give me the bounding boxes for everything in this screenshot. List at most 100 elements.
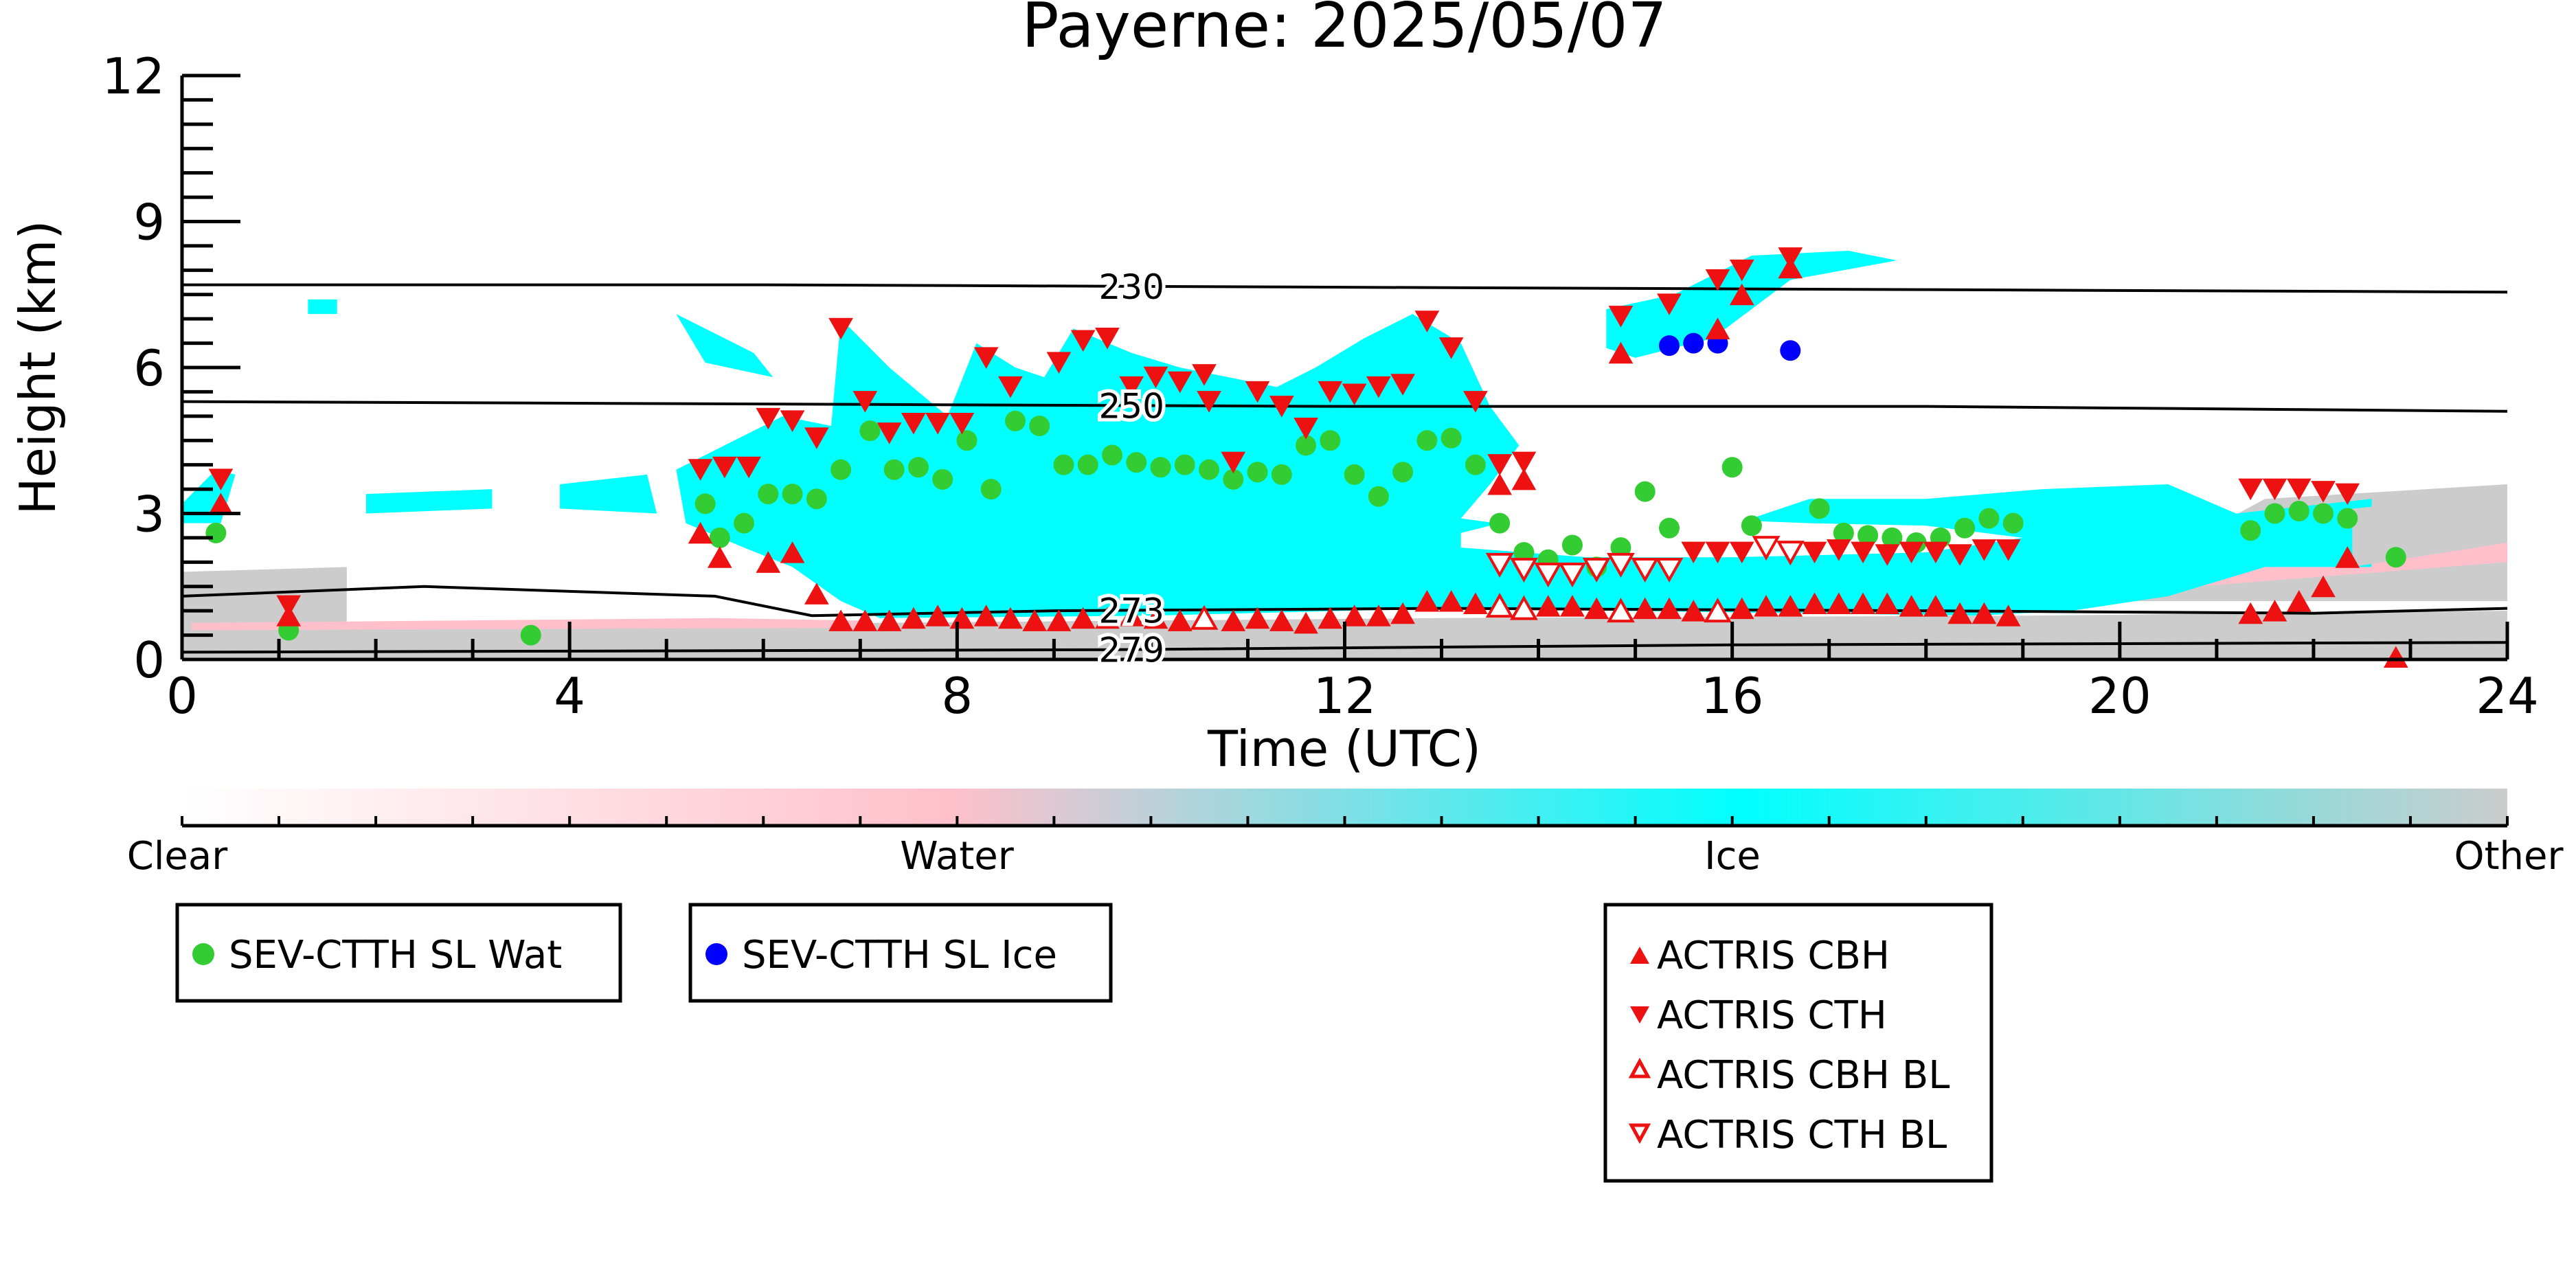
marker-actris-cth <box>1996 539 2021 561</box>
marker-actris-cth <box>1608 306 1634 328</box>
marker-actris-cth <box>2311 481 2336 503</box>
marker-actris-cbh <box>688 521 713 544</box>
marker-actris-cth <box>1681 541 1706 564</box>
marker-actris-cth <box>804 427 829 449</box>
marker-sev-ctth-sl-wat <box>2385 547 2406 568</box>
marker-actris-cbh <box>1095 607 1120 629</box>
legend-label-wat: SEV-CTTH SL Wat <box>229 933 562 978</box>
colorbar-ticks <box>181 816 2509 826</box>
marker-actris-cbh <box>925 605 950 626</box>
marker-actris-cbh <box>780 541 805 563</box>
marker-actris-cbh <box>1729 597 1754 620</box>
marker-actris-cbh <box>1560 595 1585 617</box>
marker-sev-ctth-sl-wat <box>1610 537 1631 558</box>
marker-actris-cbh <box>1826 592 1851 615</box>
marker-actris-cbh <box>1143 607 1168 629</box>
y-tick-label: 6 <box>133 339 165 397</box>
marker-actris-cth <box>973 347 999 369</box>
contour-line <box>182 400 2507 413</box>
marker-actris-cth <box>1366 376 1391 398</box>
marker-sev-ctth-sl-wat <box>1513 542 1535 563</box>
marker-sev-ctth-sl-wat <box>956 430 978 451</box>
marker-actris-cbh <box>707 546 732 568</box>
marker-actris-cth <box>1119 376 1144 398</box>
colorbar: Clear Water Ice Other <box>127 789 2564 879</box>
marker-actris-cbh-bl <box>1509 595 1538 620</box>
marker-actris-cbh <box>1729 283 1754 306</box>
marker-actris-cbh <box>1996 605 2021 626</box>
marker-sev-ctth-sl-wat <box>1857 525 1879 546</box>
marker-sev-ctth-sl-wat <box>2337 508 2358 529</box>
marker-sev-ctth-sl-wat <box>2313 503 2334 524</box>
marker-actris-cbh-bl <box>1704 598 1732 623</box>
marker-sev-ctth-sl-wat <box>1440 427 1462 449</box>
marker-actris-cth <box>1899 541 1924 564</box>
marker-actris-cth-bl <box>1655 557 1684 583</box>
marker-actris-cbh <box>828 609 853 631</box>
marker-actris-cth <box>1095 328 1120 350</box>
contour-label: 273 <box>1098 591 1164 631</box>
marker-sev-ctth-sl-wat <box>1561 534 1583 556</box>
marker-actris-cth <box>1438 337 1464 359</box>
marker-actris-cth <box>1947 544 1972 566</box>
contour-label: 250 <box>1098 386 1164 426</box>
x-tick-label: 0 <box>166 667 198 725</box>
y-axis-label: Height (km) <box>9 221 67 515</box>
marker-sev-ctth-sl-wat <box>1271 464 1292 485</box>
marker-actris-cbh <box>1487 473 1513 495</box>
marker-actris-cth <box>736 456 761 479</box>
marker-actris-cth <box>1221 451 1246 474</box>
marker-actris-cbh <box>1754 595 1778 617</box>
field-ice-patch <box>365 489 493 514</box>
marker-actris-cth <box>276 595 302 618</box>
x-tick-label: 20 <box>2088 667 2151 725</box>
marker-actris-cth <box>1167 371 1193 394</box>
marker-actris-cth <box>852 391 878 413</box>
x-tick-label: 16 <box>1701 667 1764 725</box>
marker-actris-cbh <box>1947 602 1972 624</box>
marker-actris-cth-bl <box>1558 563 1587 588</box>
marker-sev-ctth-sl-wat <box>1833 522 1854 543</box>
marker-actris-cth <box>1342 383 1367 405</box>
marker-actris-cbh <box>1221 609 1246 631</box>
legend-wat: SEV-CTTH SL Wat <box>175 903 622 1003</box>
marker-actris-cbh <box>973 605 999 626</box>
marker-actris-cbh <box>1632 597 1658 620</box>
marker-actris-cbh <box>1511 468 1537 490</box>
marker-actris-cbh <box>1657 597 1682 620</box>
marker-actris-cbh <box>1438 589 1464 612</box>
marker-actris-cth-bl <box>1607 552 1635 578</box>
marker-actris-cbh <box>1293 611 1318 634</box>
marker-actris-cth <box>1826 539 1851 561</box>
marker-actris-cbh <box>2383 646 2408 668</box>
marker-sev-ctth-sl-wat <box>1368 486 1389 507</box>
marker-actris-cth-bl <box>1752 536 1781 561</box>
marker-actris-cth <box>1923 541 1948 564</box>
marker-sev-ctth-sl-wat <box>1126 452 1147 473</box>
marker-sev-ctth-sl-wat <box>859 420 881 442</box>
marker-sev-ctth-sl-ice <box>1780 340 1801 361</box>
marker-actris-cbh <box>852 609 878 631</box>
marker-actris-cth <box>1705 269 1730 291</box>
contour-label: 230 <box>1098 267 1164 307</box>
marker-sev-ctth-sl-wat <box>1721 457 1743 478</box>
marker-actris-cth <box>2335 483 2360 506</box>
colorbar-label-other: Other <box>2454 834 2564 879</box>
chart-title: Payerne: 2025/05/07 <box>1021 0 1667 62</box>
marker-actris-cbh <box>1119 605 1144 626</box>
marker-actris-cth-bl <box>1509 557 1538 583</box>
marker-sev-ctth-sl-wat <box>1150 457 1171 478</box>
marker-actris-cth <box>756 407 781 430</box>
marker-sev-ctth-sl-wat <box>1392 462 1414 483</box>
marker-sev-ctth-sl-wat <box>520 624 541 646</box>
marker-sev-ctth-sl-wat <box>1416 430 1438 451</box>
marker-sev-ctth-sl-wat <box>758 484 779 505</box>
marker-actris-cth <box>688 459 713 481</box>
marker-sev-ctth-sl-wat <box>1320 430 1341 451</box>
legend-actris: ACTRIS CBH ACTRIS CTH ACTRIS CBH BL ACTR… <box>1603 903 1993 1183</box>
marker-actris-cbh <box>1923 595 1948 617</box>
marker-actris-cbh <box>2262 600 2287 622</box>
marker-actris-cbh <box>1851 592 1875 615</box>
field-other-left <box>182 567 347 596</box>
cloud-phase-field <box>182 251 2507 659</box>
